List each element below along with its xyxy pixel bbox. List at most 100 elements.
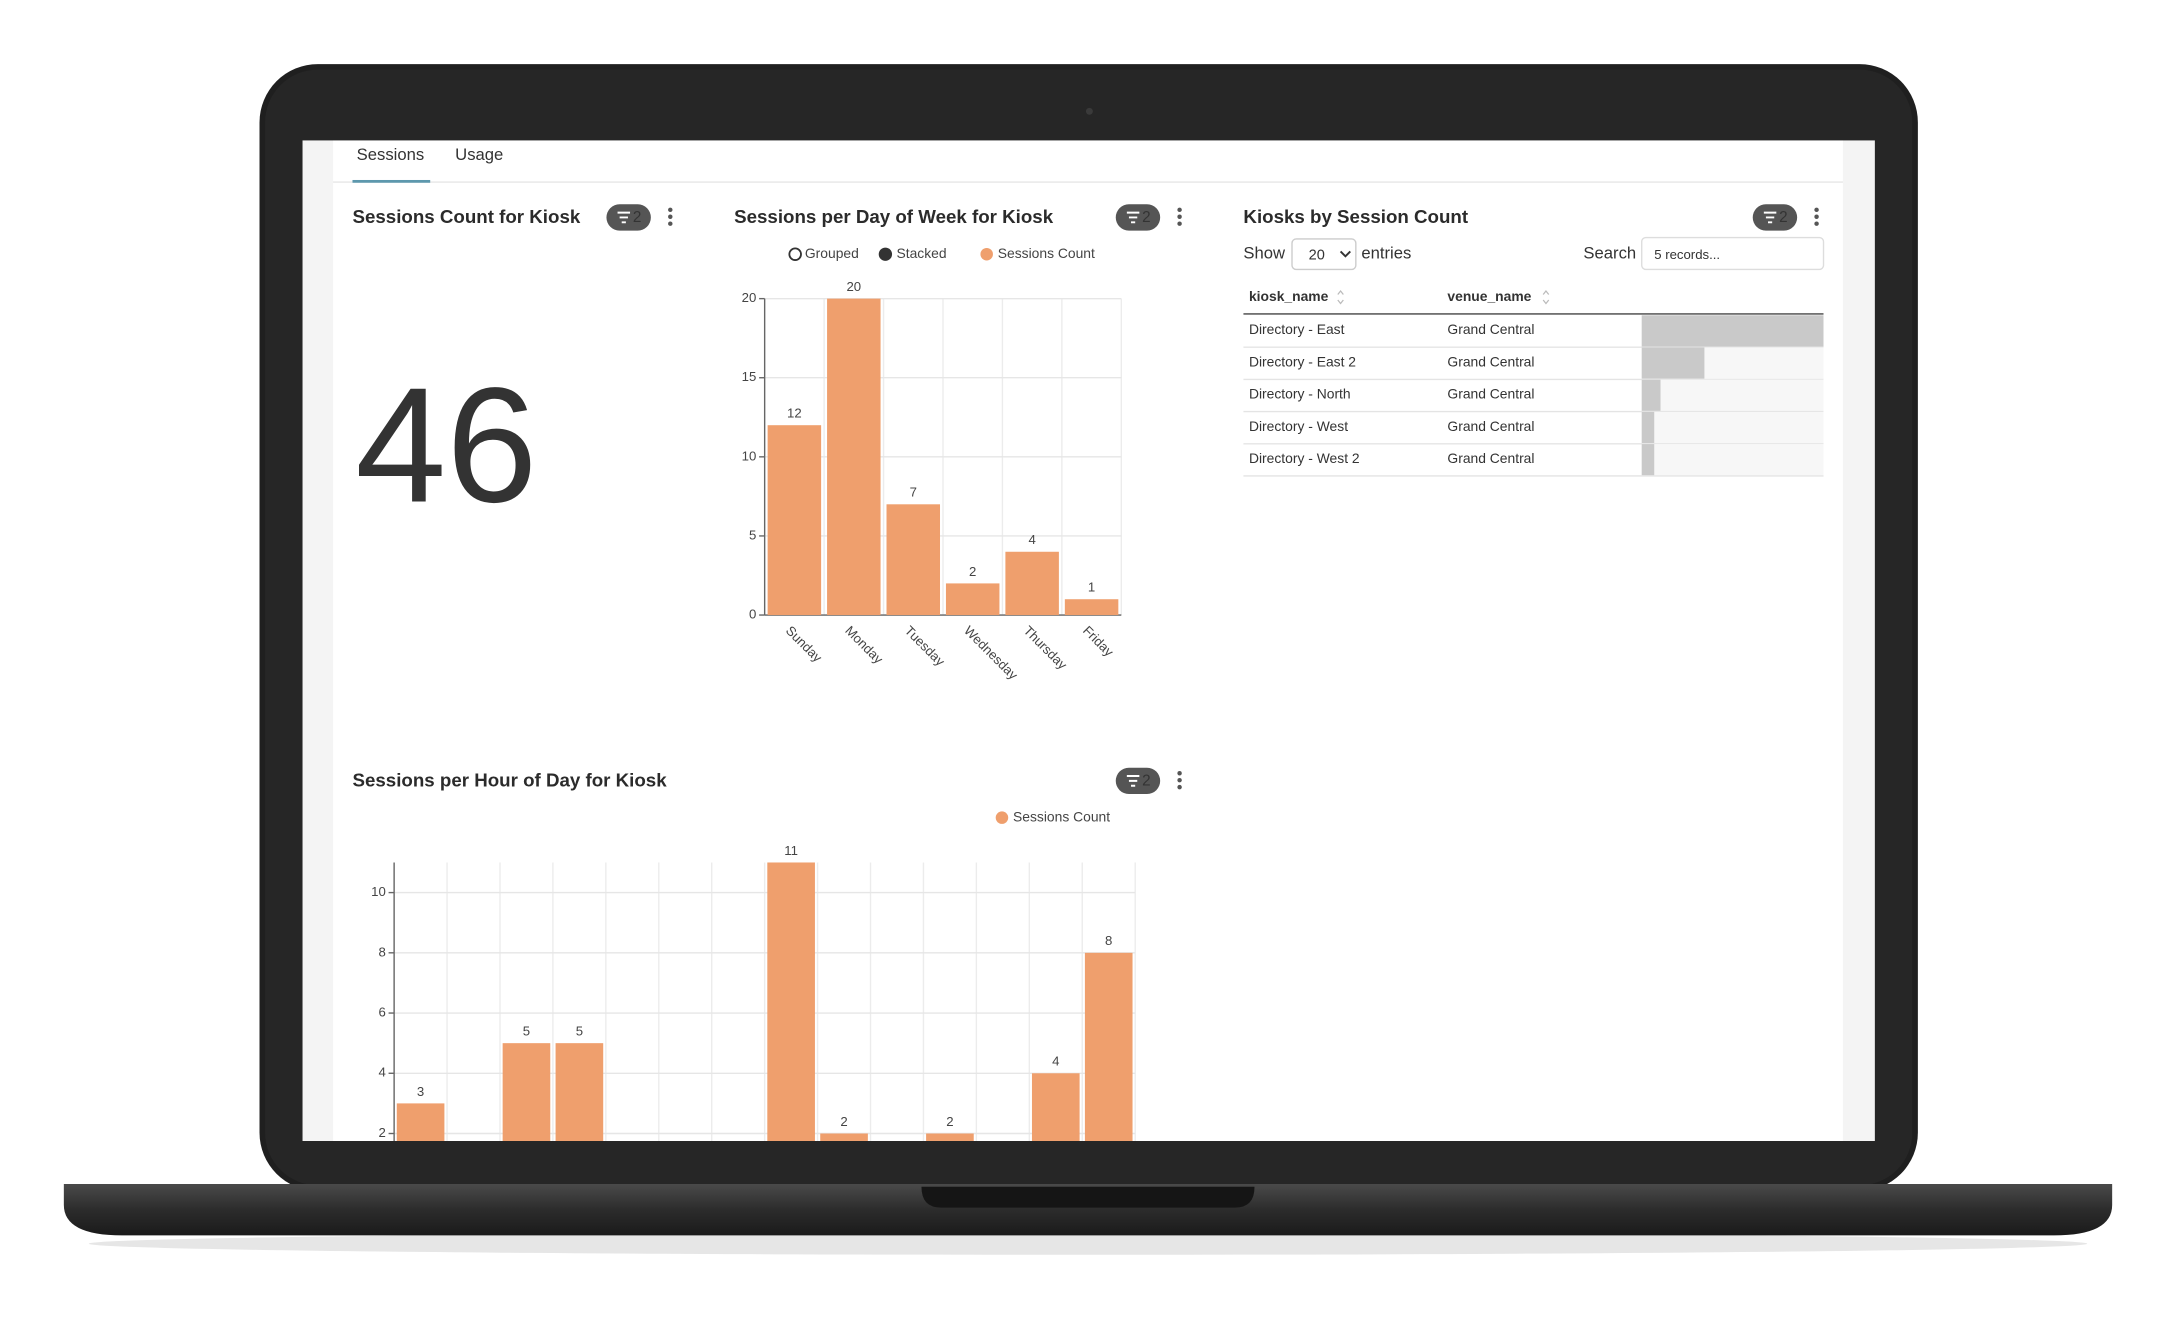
y-tick-label: 6 (378, 1005, 385, 1020)
table-cell: Directory - West (1249, 418, 1348, 434)
filter-icon (1126, 211, 1140, 224)
data-label: 2 (946, 1114, 953, 1129)
show-label: Show (1243, 244, 1286, 263)
filter-count: 2 (633, 209, 641, 226)
menu-dot (1177, 221, 1182, 226)
widget-title: Kiosks by Session Count (1243, 206, 1468, 227)
bar (767, 425, 822, 616)
more-menu[interactable] (668, 207, 673, 226)
bar (820, 1133, 868, 1141)
bar-cell (1641, 444, 1824, 476)
table-cell: Grand Central (1447, 353, 1534, 369)
count-bar (1641, 347, 1705, 379)
y-tick-label: 10 (742, 448, 757, 463)
mode-label[interactable]: Grouped (805, 245, 859, 261)
active-tab-underline (352, 179, 431, 183)
menu-dot (1177, 207, 1182, 213)
filter-badge[interactable]: 2 (1115, 204, 1161, 231)
count-bar (1641, 379, 1661, 411)
bar (767, 862, 815, 1141)
menu-dot (1177, 784, 1182, 790)
menu-dot (1177, 771, 1182, 776)
filter-icon (617, 211, 631, 224)
badge-bg (1115, 767, 1161, 795)
page-length-select[interactable] (1291, 238, 1357, 271)
bar (1084, 952, 1133, 1141)
y-tick-label: 8 (378, 944, 385, 959)
legend-swatch (980, 247, 993, 261)
count-bar (1641, 315, 1824, 347)
badge-bg (1115, 204, 1161, 231)
menu-dot (668, 214, 673, 219)
entries-label: entries (1361, 244, 1411, 263)
filter-icon (1126, 775, 1140, 787)
search-placeholder[interactable]: 5 records... (1654, 247, 1720, 262)
shadow (88, 1232, 2088, 1255)
y-tick-label: 20 (742, 290, 757, 305)
tab[interactable]: Usage (455, 145, 503, 164)
more-menu[interactable] (1177, 771, 1182, 790)
mode-label[interactable]: Stacked (896, 245, 946, 261)
data-label: 2 (969, 564, 976, 579)
data-label: 8 (1105, 933, 1112, 948)
bar (945, 583, 1000, 616)
y-tick-label: 0 (749, 607, 756, 622)
legend-swatch (995, 811, 1009, 824)
menu-dot (1814, 221, 1819, 226)
bar-cell (1641, 411, 1824, 444)
filter-icon (1763, 211, 1777, 224)
filter-count: 2 (1142, 773, 1150, 790)
count-bar (1641, 444, 1655, 476)
column-header[interactable]: kiosk_name (1249, 288, 1329, 304)
data-label: 3 (417, 1084, 424, 1099)
filter-count: 2 (1779, 209, 1787, 226)
widget-title: Sessions Count for Kiosk (352, 206, 580, 227)
sort-icon (1337, 290, 1344, 305)
badge-bg (1752, 204, 1798, 231)
data-label: 11 (784, 843, 798, 858)
table-cell: Directory - East (1249, 321, 1345, 337)
filter-badge[interactable]: 2 (1115, 767, 1161, 795)
bar (926, 1133, 974, 1141)
bar (886, 504, 941, 616)
bar (1031, 1073, 1080, 1141)
y-tick-label: 10 (371, 884, 386, 899)
filter-badge[interactable]: 2 (606, 204, 651, 231)
widget-title: Sessions per Day of Week for Kiosk (734, 206, 1054, 227)
search-label: Search (1583, 244, 1636, 263)
laptop-base (63, 1184, 2113, 1236)
menu-dot (1814, 207, 1819, 213)
table-cell: Directory - North (1249, 386, 1351, 402)
y-tick-label: 15 (742, 369, 757, 384)
mode-radio[interactable] (878, 247, 893, 261)
legend-label: Sessions Count (1013, 808, 1110, 824)
bar (396, 1103, 445, 1141)
table-cell: Grand Central (1447, 450, 1534, 466)
mode-radio[interactable] (788, 247, 802, 261)
data-label: 1 (1088, 580, 1095, 595)
more-menu[interactable] (1177, 207, 1182, 226)
filter-badge[interactable]: 2 (1752, 204, 1798, 231)
bar (1064, 599, 1119, 616)
notch (921, 1186, 1255, 1208)
data-label: 4 (1028, 532, 1035, 547)
menu-dot (1814, 214, 1819, 219)
page-length[interactable]: 20 (1309, 247, 1325, 263)
more-menu[interactable] (1814, 207, 1819, 226)
tab[interactable]: Sessions (357, 145, 425, 164)
search-input[interactable] (1641, 236, 1825, 271)
data-label: 2 (840, 1114, 847, 1129)
data-label: 5 (576, 1024, 583, 1039)
y-tick-label: 4 (378, 1065, 385, 1080)
column-header[interactable]: venue_name (1447, 288, 1531, 304)
select-chevron (1339, 250, 1351, 258)
table-cell: Grand Central (1447, 321, 1534, 337)
bar (1005, 551, 1059, 616)
kpi-value: 46 (355, 353, 537, 536)
menu-dot (1177, 777, 1182, 783)
filter-count: 2 (1142, 209, 1150, 226)
badge-bg (606, 204, 651, 231)
menu-dot (668, 221, 673, 226)
y-tick-label: 2 (378, 1125, 385, 1140)
